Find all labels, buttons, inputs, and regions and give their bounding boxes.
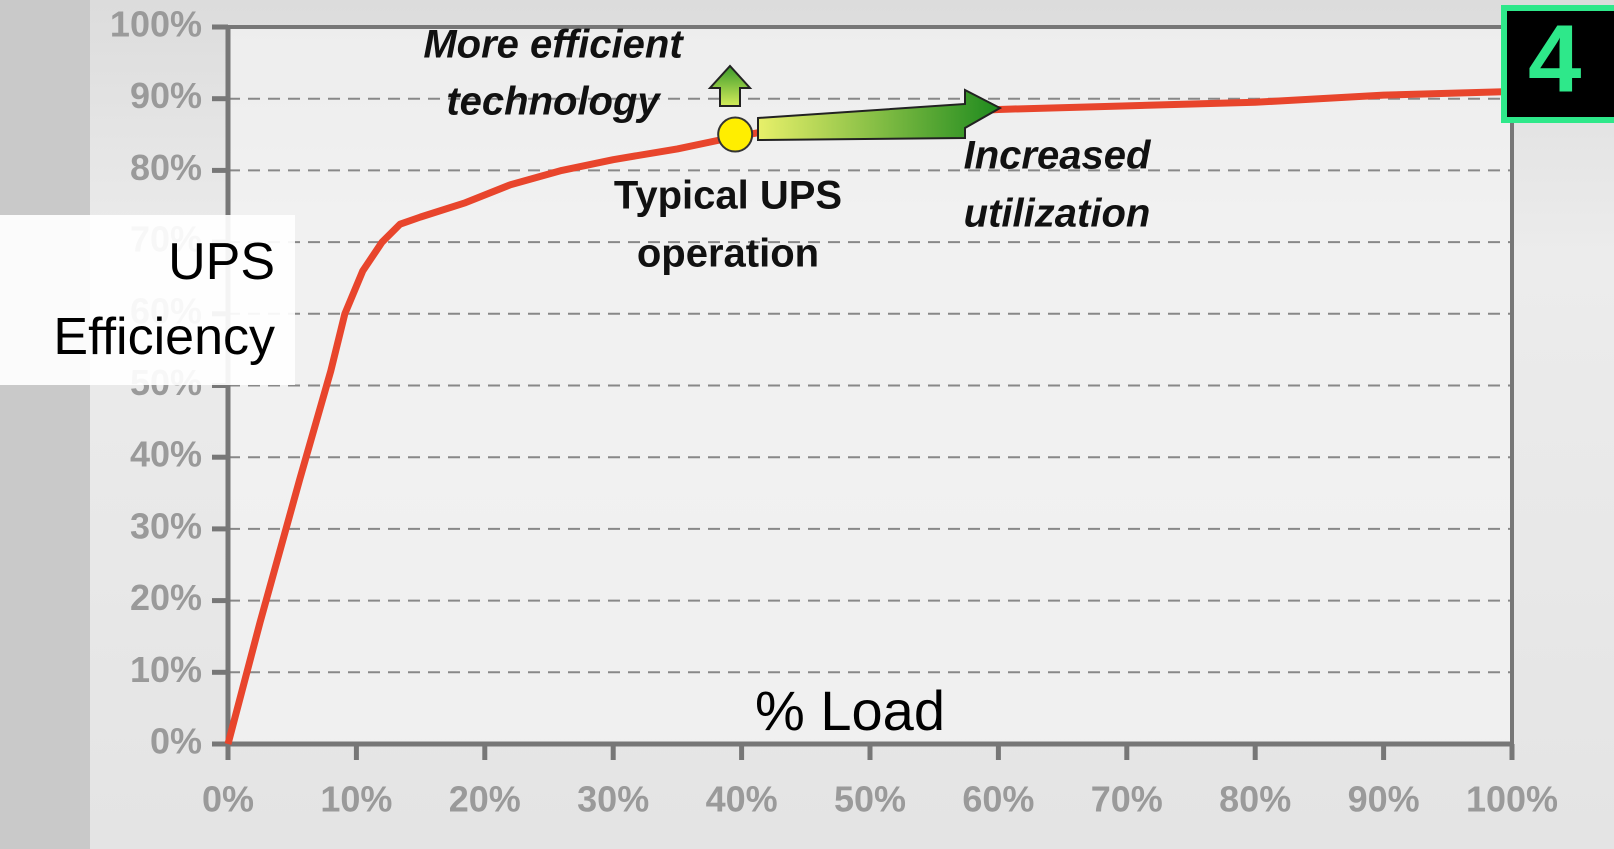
x-tick-label: 70% <box>1091 779 1163 820</box>
y-tick-label: 20% <box>130 577 202 618</box>
y-tick-label: 40% <box>130 434 202 475</box>
technology-arrow <box>707 64 753 107</box>
x-tick-label: 40% <box>706 779 778 820</box>
x-tick-label: 100% <box>1466 779 1558 820</box>
efficiency-line <box>224 88 1513 745</box>
x-tick-label: 80% <box>1219 779 1291 820</box>
x-axis-label: % Load <box>755 679 945 742</box>
background-left <box>0 0 90 849</box>
typical-point <box>717 116 754 153</box>
annotation: Increased <box>964 134 1152 178</box>
x-tick-label: 90% <box>1348 779 1420 820</box>
x-tick-label: 10% <box>320 779 392 820</box>
annotation: More efficient <box>423 23 684 67</box>
y-tick-label: 10% <box>130 649 202 690</box>
x-tick-label: 20% <box>449 779 521 820</box>
x-tick-label: 0% <box>202 779 254 820</box>
x-tick-label: 30% <box>577 779 649 820</box>
y-tick-label: 80% <box>130 147 202 188</box>
lines <box>224 88 1513 745</box>
slide-number: 4 <box>1528 5 1581 112</box>
annotation: Typical UPS <box>614 174 842 218</box>
x-tick-label: 50% <box>834 779 906 820</box>
annotation: utilization <box>964 192 1151 236</box>
slide-number-box <box>1501 5 1614 123</box>
y-tick-label: 0% <box>150 721 202 762</box>
annotation: operation <box>637 232 819 276</box>
y-tick-label: 30% <box>130 505 202 546</box>
utilization-arrow <box>757 88 1003 142</box>
x-tick-label: 60% <box>962 779 1034 820</box>
ylabel-box <box>0 215 295 385</box>
annotation: technology <box>446 80 661 124</box>
y-axis-label: UPS Efficiency <box>53 233 275 366</box>
y-tick-label: 90% <box>130 75 202 116</box>
annotations: More efficient technology Typical UPS opera… <box>423 23 1152 276</box>
y-tick-label: 100% <box>110 4 202 45</box>
